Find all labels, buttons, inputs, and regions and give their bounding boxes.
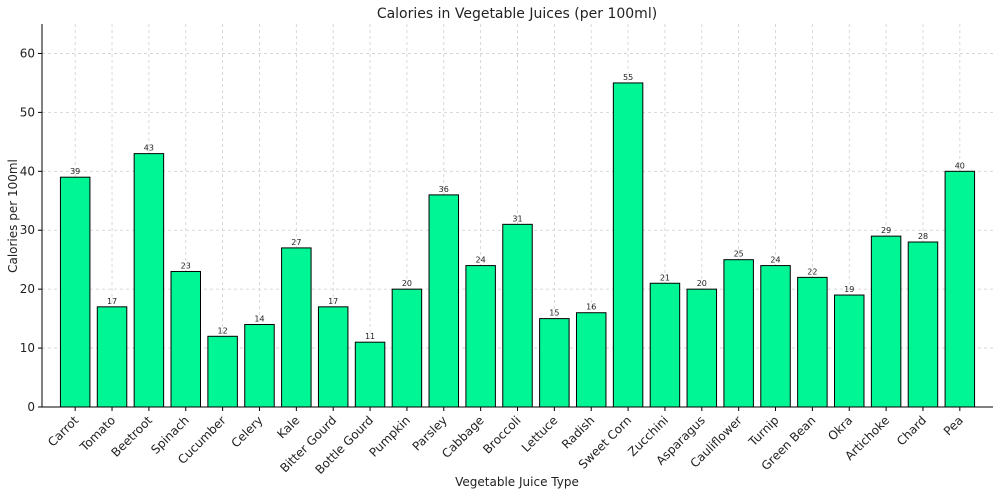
bar-carrot: [59, 176, 91, 408]
x-tick-label: Okra: [825, 413, 855, 443]
y-tick-label: 40: [20, 164, 35, 178]
data-label: 39: [70, 167, 80, 176]
bars: [59, 82, 976, 408]
bar-parsley: [428, 194, 460, 408]
axes: [38, 24, 993, 411]
bar-spinach: [170, 270, 201, 408]
y-tick-label: 10: [20, 341, 35, 355]
data-label: 27: [291, 238, 301, 247]
data-label: 29: [881, 226, 891, 235]
data-label: 15: [549, 309, 559, 318]
bar-beetroot: [133, 153, 165, 408]
data-label: 24: [770, 256, 780, 265]
data-label: 20: [697, 279, 707, 288]
x-tick-label: Broccoli: [480, 413, 523, 456]
bar-asparagus: [686, 288, 718, 408]
bar-okra: [834, 294, 865, 408]
bar-cucumber: [207, 335, 238, 408]
data-label: 12: [218, 326, 228, 335]
y-tick-label: 20: [20, 282, 35, 296]
data-label: 43: [144, 144, 154, 153]
bar-lettuce: [539, 318, 570, 408]
data-label: 21: [660, 273, 670, 282]
x-tick-label: Chard: [894, 413, 929, 448]
data-label: 31: [512, 214, 522, 223]
data-label: 17: [328, 297, 338, 306]
bar-celery: [244, 324, 275, 408]
data-label: 16: [586, 303, 596, 312]
bar-kale: [281, 247, 312, 408]
data-label: 17: [107, 297, 117, 306]
bar-broccoli: [502, 223, 533, 408]
bar-bottle-gourd: [354, 341, 386, 408]
x-tick-label: Celery: [228, 413, 265, 450]
bar-pea: [944, 170, 976, 408]
x-tick-label: Carrot: [45, 413, 81, 449]
data-label: 24: [476, 256, 486, 265]
data-label: 14: [254, 315, 264, 324]
data-label: 23: [181, 261, 191, 270]
y-tick-label: 0: [27, 400, 35, 414]
y-tick-label: 50: [20, 105, 35, 119]
y-tick-label: 30: [20, 223, 35, 237]
data-label: 19: [844, 285, 854, 294]
bar-radish: [575, 312, 607, 408]
bar-chard: [907, 241, 939, 408]
y-axis-label: Calories per 100ml: [6, 159, 20, 273]
bar-artichoke: [870, 235, 902, 408]
y-tick-label: 60: [20, 46, 35, 60]
bar-bitter-gourd: [317, 306, 349, 408]
chart-title: Calories in Vegetable Juices (per 100ml): [377, 6, 657, 22]
bar-pumpkin: [391, 288, 423, 408]
data-label: 11: [365, 332, 375, 341]
bar-cabbage: [465, 265, 496, 408]
x-tick-label: Lettuce: [519, 413, 561, 455]
data-label: 36: [439, 185, 449, 194]
bar-sweet-corn: [612, 82, 644, 408]
x-tick-label: Turnip: [745, 413, 781, 449]
x-tick-label: Kale: [274, 413, 302, 441]
bar-turnip: [760, 265, 791, 408]
data-label: 25: [734, 250, 744, 259]
data-label: 55: [623, 73, 633, 82]
x-axis-label: Vegetable Juice Type: [455, 475, 579, 489]
bar-cauliflower: [723, 259, 754, 408]
data-label: 22: [807, 267, 817, 276]
data-label: 20: [402, 279, 412, 288]
x-tick-label: Pumpkin: [366, 413, 413, 460]
data-label: 40: [955, 161, 965, 170]
bar-green-bean: [797, 276, 828, 408]
x-tick-label: Pea: [941, 413, 966, 438]
data-label: 28: [918, 232, 928, 241]
bar-tomato: [96, 306, 128, 408]
x-tick-label: Beetroot: [109, 413, 156, 460]
bar-zucchini: [649, 282, 681, 408]
